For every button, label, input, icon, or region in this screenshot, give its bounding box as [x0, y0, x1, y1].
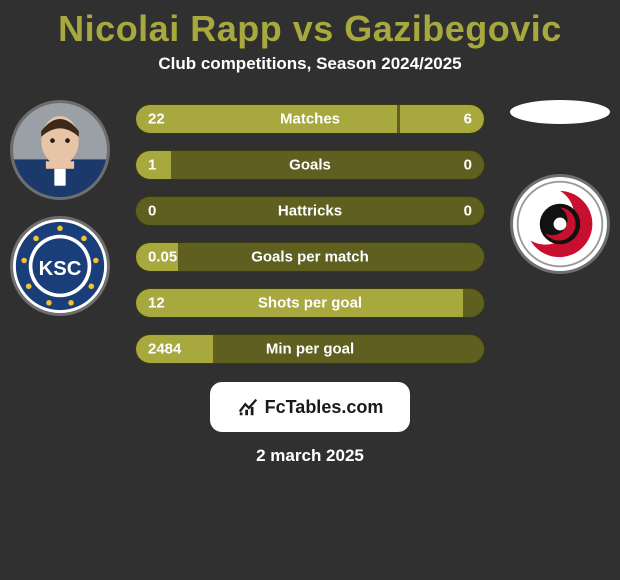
left-player-avatar [10, 100, 110, 200]
left-club-logo: KSC [10, 216, 110, 316]
stat-bar-row: 2484 Min per goal [135, 334, 485, 364]
bar-label: Min per goal [266, 341, 354, 358]
bar-value-left: 22 [148, 111, 165, 128]
ksc-logo-icon: KSC [14, 220, 106, 312]
bar-fill-left [136, 105, 397, 133]
bar-label: Shots per goal [258, 295, 362, 312]
hurricane-logo-icon [514, 178, 606, 270]
stat-bar-row: 22 6 Matches [135, 104, 485, 134]
footer-brand-text: FcTables.com [265, 397, 384, 418]
chart-icon [237, 396, 259, 418]
left-player-column: KSC [10, 100, 110, 316]
bar-value-right: 6 [464, 111, 472, 128]
page-subtitle: Club competitions, Season 2024/2025 [0, 54, 620, 74]
stat-bar-row: 0.05 Goals per match [135, 242, 485, 272]
stat-bar-row: 0 0 Hattricks [135, 196, 485, 226]
right-player-avatar-blank [510, 100, 610, 124]
bar-value-left: 0.05 [148, 249, 177, 266]
right-club-logo [510, 174, 610, 274]
bar-label: Hattricks [278, 203, 342, 220]
right-player-column [510, 100, 610, 274]
bar-value-right: 0 [464, 157, 472, 174]
bar-value-left: 12 [148, 295, 165, 312]
footer-brand-badge: FcTables.com [210, 382, 410, 432]
stat-bars: 22 6 Matches 1 0 Goals 0 0 Hattricks 0.05 Goals pe… [135, 104, 485, 364]
bar-value-left: 1 [148, 157, 156, 174]
bar-value-left: 2484 [148, 341, 181, 358]
page-title: Nicolai Rapp vs Gazibegovic [0, 0, 620, 50]
bar-label: Goals [289, 157, 331, 174]
bar-label: Goals per match [251, 249, 369, 266]
stat-bar-row: 12 Shots per goal [135, 288, 485, 318]
svg-text:KSC: KSC [39, 258, 82, 280]
bar-label: Matches [280, 111, 340, 128]
content-wrap: KSC 22 6 Matches 1 0 Goals 0 0 Hattricks 0.05 Goal… [0, 104, 620, 364]
footer-date: 2 march 2025 [0, 446, 620, 466]
stat-bar-row: 1 0 Goals [135, 150, 485, 180]
bar-value-left: 0 [148, 203, 156, 220]
bar-value-right: 0 [464, 203, 472, 220]
player-photo-icon [13, 103, 107, 197]
